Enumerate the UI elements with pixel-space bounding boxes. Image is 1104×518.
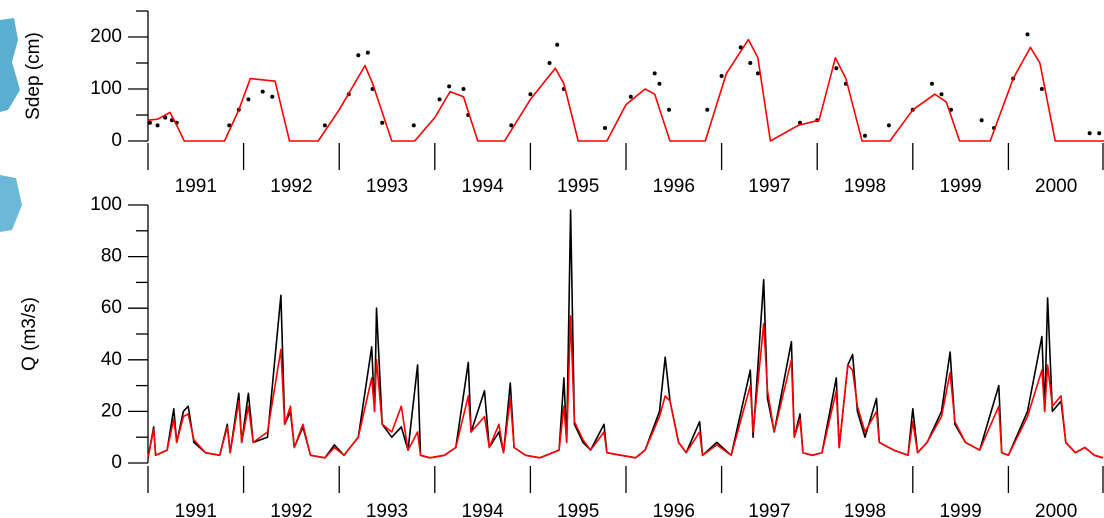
data-point (886, 123, 891, 128)
data-point (705, 107, 710, 112)
data-line (147, 38, 1104, 142)
data-point (979, 118, 984, 123)
data-point (461, 87, 466, 91)
y-tick-label: 40 (101, 349, 122, 370)
data-point (652, 71, 657, 76)
y-tick-label: 100 (90, 78, 122, 99)
data-point (929, 81, 934, 86)
data-point (163, 115, 168, 120)
x-tick-label: 1991 (175, 501, 217, 518)
y-tick-label: 100 (90, 194, 122, 215)
data-point (411, 123, 416, 128)
y-axis-label: Sdep (cm) (23, 32, 44, 120)
image-fragment (0, 18, 22, 232)
y-tick-label: 80 (101, 246, 122, 267)
x-tick-label: 2000 (1035, 501, 1077, 518)
data-point (1039, 87, 1044, 91)
data-point (270, 94, 275, 99)
x-tick-label: 1993 (366, 501, 408, 518)
data-point (657, 81, 662, 86)
y-tick-label: 0 (111, 130, 122, 151)
x-tick-label: 1994 (461, 176, 504, 197)
x-tick-label: 2000 (1035, 176, 1077, 197)
y-tick-label: 20 (101, 400, 122, 421)
data-point (667, 107, 672, 112)
data-point (447, 84, 452, 89)
data-point (437, 97, 442, 102)
data-point (246, 97, 251, 102)
data-point (555, 42, 560, 47)
data-point (834, 66, 839, 71)
data-point (797, 120, 802, 125)
data-line (147, 315, 1104, 459)
data-point (365, 50, 370, 55)
data-point (147, 120, 152, 125)
x-tick-label: 1999 (939, 501, 981, 518)
x-tick-label: 1996 (653, 501, 695, 518)
x-tick-label: 1996 (653, 176, 695, 197)
y-tick-label: 0 (111, 452, 122, 473)
data-point (939, 92, 944, 97)
data-point (863, 133, 867, 138)
data-point (602, 126, 607, 130)
x-tick-label: 1991 (175, 176, 217, 197)
x-tick-label: 1995 (557, 501, 599, 518)
x-tick-label: 1995 (557, 176, 599, 197)
data-point (380, 120, 385, 125)
data-point (1097, 131, 1102, 136)
x-tick-label: 1997 (748, 501, 790, 518)
data-point (356, 53, 361, 58)
x-tick-label: 1998 (844, 176, 886, 197)
data-point (155, 123, 160, 128)
x-tick-label: 1997 (748, 176, 790, 197)
y-axis-label: Q (m3/s) (19, 297, 40, 371)
data-point (509, 123, 514, 128)
data-point (748, 61, 753, 65)
x-tick-label: 1992 (270, 176, 312, 197)
x-tick-label: 1999 (939, 176, 981, 197)
x-tick-label: 1998 (844, 501, 886, 518)
data-point (1025, 32, 1030, 37)
data-point (628, 94, 633, 99)
data-point (260, 89, 265, 94)
data-point (1087, 131, 1092, 136)
x-tick-label: 1993 (366, 176, 408, 197)
y-tick-label: 200 (90, 26, 122, 47)
data-point (322, 123, 327, 128)
data-point (528, 92, 533, 97)
y-tick-label: 60 (101, 297, 122, 318)
x-tick-label: 1994 (461, 501, 504, 518)
data-point (755, 71, 760, 76)
data-point (719, 74, 724, 78)
x-tick-label: 1992 (270, 501, 312, 518)
data-point (547, 61, 552, 65)
data-point (227, 123, 232, 128)
